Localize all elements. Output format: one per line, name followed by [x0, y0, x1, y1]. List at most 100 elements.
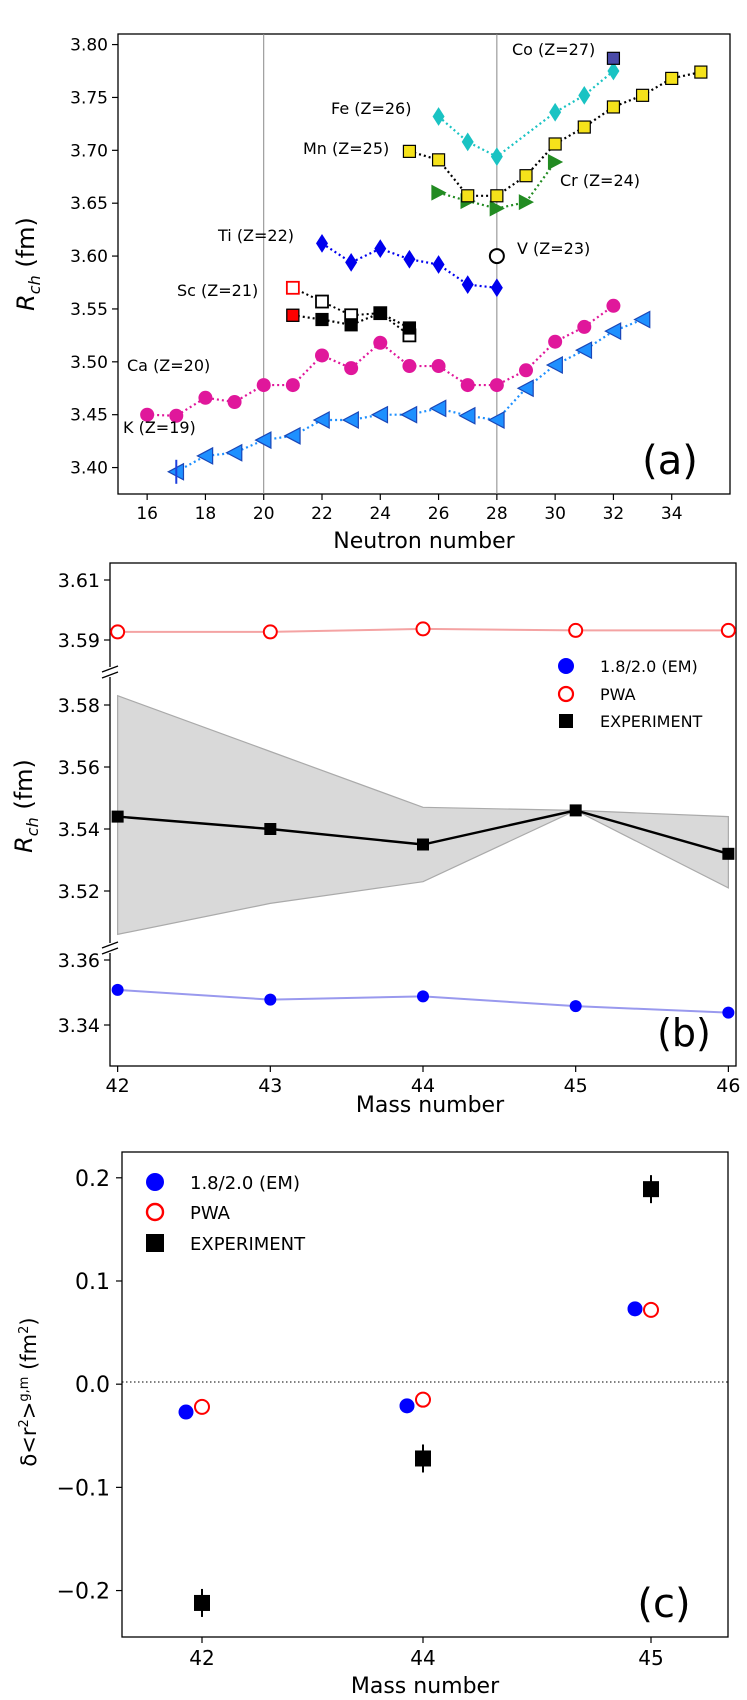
y-tick-label: 3.70 — [70, 141, 108, 161]
point-k — [400, 405, 418, 424]
point-mn — [461, 189, 475, 203]
panel-a: 16 18 20 22 24 26 28 30 32 34 3.40 3.45 3.50 3.55 3.60… — [12, 33, 731, 554]
point-ti — [490, 278, 503, 298]
point-k — [633, 310, 651, 329]
point-ti — [432, 255, 445, 274]
point-ca — [402, 359, 417, 374]
point-mn — [694, 65, 708, 79]
point-k — [254, 431, 272, 450]
point-pwa — [415, 621, 431, 637]
legend-experiment-label: EXPERIMENT — [190, 1234, 306, 1255]
point-mn — [577, 120, 591, 134]
point-co — [606, 51, 621, 65]
legend-em-label: 1.8/2.0 (EM) — [600, 657, 698, 676]
y-tick-label: −0.1 — [57, 1476, 110, 1501]
point-k — [341, 410, 359, 429]
point-cr — [518, 194, 534, 211]
panel-b-series — [110, 621, 736, 1019]
series-sc-open-line — [292, 286, 411, 337]
point-em — [417, 990, 429, 1003]
series-line-mn — [409, 70, 702, 197]
panel-b: 42 43 44 45 46 3.61 3.59 3.58 3.56 3.54 3.52 3.36 3.… — [10, 562, 741, 1118]
point-fe — [578, 85, 591, 105]
y-tick-label: 3.54 — [58, 819, 100, 841]
panel-c-ylabel: δ<r2>g,m (fm2) — [17, 1317, 41, 1466]
legend-experiment-marker — [146, 1234, 164, 1252]
y-tick-label: 3.50 — [70, 353, 108, 373]
point-ca — [431, 359, 446, 374]
point-v — [488, 248, 505, 265]
point-k — [225, 443, 243, 462]
y-tick-label: 3.40 — [70, 459, 108, 479]
panel-b-ticks: 42 43 44 45 46 3.61 3.59 3.58 3.56 3.54 3.52 3.36 3.… — [58, 570, 741, 1097]
series-line-sc — [292, 311, 410, 329]
legend-em-label: 1.8/2.0 (EM) — [190, 1173, 300, 1194]
y-tick-label: 0.0 — [75, 1373, 110, 1398]
sc-open-point — [315, 294, 329, 309]
point-ca — [256, 378, 271, 393]
panel-a-ylabel: Rch (fm) — [12, 217, 44, 311]
panel-a-frame — [117, 33, 731, 495]
point-k — [370, 405, 389, 424]
point-ca — [548, 334, 563, 349]
experiment-uncertainty-band — [117, 694, 729, 936]
point-ca — [519, 363, 533, 378]
point-ca — [606, 298, 621, 313]
x-tick-label: 43 — [258, 1075, 282, 1097]
point-ti — [316, 234, 328, 253]
label-vanadium: V (Z=23) — [517, 239, 590, 258]
label-scandium: Sc (Z=21) — [177, 281, 258, 300]
y-tick-label: 3.80 — [70, 36, 108, 56]
point-ca — [373, 335, 388, 350]
point-k — [516, 379, 534, 398]
legend-experiment-marker — [559, 714, 573, 728]
point-experiment — [722, 847, 735, 860]
point-ca — [169, 408, 184, 423]
y-tick-label: 0.2 — [75, 1167, 110, 1192]
legend-em-marker — [146, 1173, 164, 1191]
point-sc — [373, 306, 387, 320]
point-k — [312, 410, 330, 429]
sc-open-point — [285, 280, 300, 295]
point-experiment — [643, 1181, 659, 1198]
y-tick-label: 3.34 — [58, 1015, 100, 1037]
label-potassium: K (Z=19) — [123, 418, 196, 437]
point-em — [264, 993, 277, 1006]
panel-c: 42 44 45 −0.2 −0.1 0.0 0.1 0.2 1.8/2.0 (EM) PWA… — [17, 1151, 729, 1699]
point-fe — [461, 132, 474, 152]
x-tick-label: 28 — [486, 504, 508, 524]
panel-c-legend: 1.8/2.0 (EM) PWA EXPERIMENT — [145, 1173, 306, 1255]
point-k — [574, 341, 593, 360]
point-ti — [374, 239, 387, 259]
panel-c-frame — [121, 1151, 729, 1638]
point-mn — [431, 153, 446, 167]
point-fe — [432, 107, 445, 126]
label-manganese: Mn (Z=25) — [303, 139, 389, 158]
y-tick-label: 3.60 — [70, 247, 108, 267]
point-fe — [607, 61, 620, 81]
legend-pwa-marker — [557, 685, 575, 703]
point-pwa — [194, 1398, 210, 1415]
y-tick-label: 3.55 — [70, 300, 108, 320]
series-line-k — [175, 318, 643, 473]
point-experiment — [415, 1450, 431, 1467]
point-em — [178, 1404, 194, 1420]
point-em — [399, 1398, 415, 1414]
point-ca — [577, 319, 592, 334]
x-tick-label: 30 — [544, 504, 566, 524]
panel-c-ticks: 42 44 45 −0.2 −0.1 0.0 0.1 0.2 — [57, 1167, 664, 1670]
point-cr — [489, 200, 505, 217]
x-tick-label: 42 — [189, 1646, 214, 1670]
panel-a-label: (a) — [642, 438, 698, 484]
sc-highlight-point — [286, 308, 300, 322]
y-tick-label: 3.61 — [58, 570, 100, 592]
x-tick-label: 18 — [195, 504, 217, 524]
x-tick-label: 34 — [661, 504, 683, 524]
point-k — [283, 426, 301, 445]
point-experiment — [569, 804, 582, 817]
point-mn — [402, 144, 417, 158]
point-experiment — [417, 838, 429, 851]
legend-pwa-label: PWA — [190, 1203, 231, 1224]
legend-experiment-label: EXPERIMENT — [600, 712, 703, 731]
